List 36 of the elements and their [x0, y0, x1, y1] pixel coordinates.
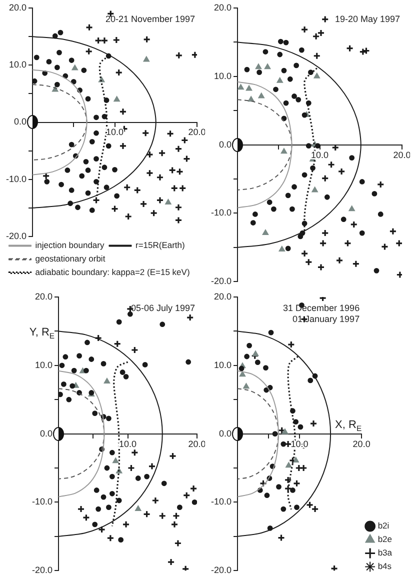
y-tick-label: 0.0: [40, 428, 53, 438]
y-tick-label: -20.0: [211, 276, 232, 286]
y-tick-label: 0.0: [219, 428, 232, 438]
y-tick-label: -20.0: [32, 565, 53, 576]
y-tick-label: -10.0: [6, 174, 27, 184]
legend-label: b2i: [378, 520, 390, 531]
y-tick-label: -20.0: [211, 565, 232, 576]
y-tick-label: 10.0: [214, 360, 232, 370]
y-tick-label: 10.0: [34, 360, 53, 370]
legend-label: adiabatic boundary: kappa=2 (E=15 keV): [35, 267, 190, 278]
y-tick-label: -10.0: [211, 208, 232, 218]
legend-label: injection boundary: [35, 240, 105, 250]
y-tick-label: -10.0: [32, 496, 53, 507]
annotation: 20-21 November 1997: [105, 14, 196, 24]
annotation: 01 January 1997: [292, 314, 360, 324]
x-tick-label: 10.0: [118, 438, 137, 449]
x-tick-label: 10.0: [290, 438, 308, 449]
y-tick-label: 10.0: [8, 60, 27, 70]
y-tick-label: 20.0: [34, 291, 53, 302]
legend-label: b3a: [378, 548, 392, 558]
annotation: 31 December 1996: [283, 303, 360, 313]
y-tick-label: 20.0: [214, 2, 232, 12]
y-tick-label: 20.0: [214, 291, 232, 302]
y-tick-label: -10.0: [211, 496, 232, 507]
y-tick-label: 10.0: [214, 70, 232, 81]
legend-label: b2e: [378, 534, 392, 544]
annotation: 19-20 May 1997: [334, 14, 400, 24]
y-tick-label: 0.0: [219, 139, 232, 150]
legend-label: geostationary orbit: [35, 254, 106, 264]
annotation: 05-06 July 1997: [130, 303, 195, 313]
x-tick-label: 20.0: [352, 438, 370, 449]
legend-label: r=15R(Earth): [135, 240, 186, 250]
legend-label: b4s: [378, 561, 392, 572]
y-tick-label: 20.0: [8, 2, 27, 12]
y-tick-label: -20.0: [6, 230, 27, 241]
y-tick-label: 0.0: [14, 116, 27, 127]
